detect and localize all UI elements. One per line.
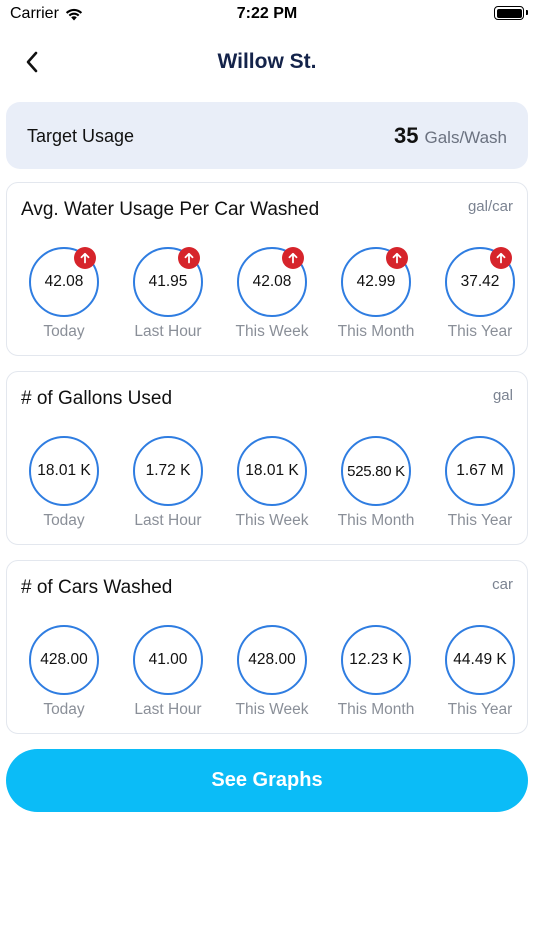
metric-value: 428.00 <box>29 625 99 695</box>
navigation-bar: Willow St. <box>0 40 534 84</box>
metric-period: This Year <box>447 701 513 718</box>
metric-value: 44.49 K <box>445 625 515 695</box>
metric-today[interactable]: 42.08 Today <box>14 247 114 347</box>
metric-period: This Month <box>337 701 415 718</box>
arrow-up-icon <box>178 247 200 269</box>
metric-this-week[interactable]: 428.00 This Week <box>222 625 322 725</box>
metric-last-hour[interactable]: 41.95 Last Hour <box>118 247 218 347</box>
metric-period: This Month <box>337 512 415 529</box>
metric-this-week[interactable]: 42.08 This Week <box>222 247 322 347</box>
carrier-label: Carrier <box>10 5 59 22</box>
wifi-icon <box>65 8 82 20</box>
card-title: # of Gallons Used <box>21 388 173 409</box>
target-usage-value: 35 Gals/Wash <box>394 123 507 149</box>
card-title: # of Cars Washed <box>21 577 173 598</box>
metric-today[interactable]: 18.01 K Today <box>14 436 114 536</box>
metric-period: This Year <box>447 512 513 529</box>
metric-period: Today <box>43 701 85 718</box>
back-button[interactable] <box>18 48 46 76</box>
metric-period: Last Hour <box>134 323 202 340</box>
metric-this-year[interactable]: 37.42 This Year <box>430 247 530 347</box>
metric-this-month[interactable]: 525.80 K This Month <box>326 436 426 536</box>
metric-period: Today <box>43 512 85 529</box>
metric-period: This Month <box>337 323 415 340</box>
card-unit: gal/car <box>467 198 513 215</box>
metric-value: 12.23 K <box>341 625 411 695</box>
metric-value: 1.67 M <box>445 436 515 506</box>
page-title: Willow St. <box>217 50 317 73</box>
target-usage-panel: Target Usage 35 Gals/Wash <box>6 102 528 169</box>
metric-this-year[interactable]: 44.49 K This Year <box>430 625 530 725</box>
metrics-row: 18.01 K Today 1.72 K Last Hour 18.01 K T… <box>7 436 527 536</box>
metric-value: 41.00 <box>133 625 203 695</box>
card-gallons-used: # of Gallons Used gal 18.01 K Today 1.72… <box>6 371 528 545</box>
target-usage-unit: Gals/Wash <box>424 128 507 147</box>
metric-this-month[interactable]: 42.99 This Month <box>326 247 426 347</box>
metric-last-hour[interactable]: 41.00 Last Hour <box>118 625 218 725</box>
metric-value: 525.80 K <box>341 436 411 506</box>
card-avg-water-usage: Avg. Water Usage Per Car Washed gal/car … <box>6 182 528 356</box>
metric-period: Today <box>43 323 85 340</box>
metrics-row: 428.00 Today 41.00 Last Hour 428.00 This… <box>7 625 527 725</box>
metrics-row: 42.08 Today 41.95 Last Hour 42.08 This W… <box>7 247 527 347</box>
target-usage-number: 35 <box>394 123 419 148</box>
metric-value: 41.95 <box>133 247 203 317</box>
target-usage-label: Target Usage <box>27 126 135 146</box>
metric-value: 18.01 K <box>237 436 307 506</box>
status-bar: Carrier 7:22 PM <box>0 0 534 30</box>
metric-value: 428.00 <box>237 625 307 695</box>
metric-today[interactable]: 428.00 Today <box>14 625 114 725</box>
chevron-left-icon <box>26 51 38 73</box>
arrow-up-icon <box>74 247 96 269</box>
card-title: Avg. Water Usage Per Car Washed <box>21 199 320 220</box>
metric-this-year[interactable]: 1.67 M This Year <box>430 436 530 536</box>
metric-value: 42.08 <box>29 247 99 317</box>
metric-period: This Week <box>235 701 309 718</box>
metric-value: 1.72 K <box>133 436 203 506</box>
card-cars-washed: # of Cars Washed car 428.00 Today 41.00 … <box>6 560 528 734</box>
metric-this-week[interactable]: 18.01 K This Week <box>222 436 322 536</box>
metric-this-month[interactable]: 12.23 K This Month <box>326 625 426 725</box>
arrow-up-icon <box>282 247 304 269</box>
metric-period: Last Hour <box>134 701 202 718</box>
carrier: Carrier <box>10 5 83 23</box>
see-graphs-button[interactable]: See Graphs <box>6 749 528 812</box>
status-time: 7:22 PM <box>236 5 298 22</box>
arrow-up-icon <box>490 247 512 269</box>
card-unit: car <box>492 576 513 593</box>
arrow-up-icon <box>386 247 408 269</box>
metric-last-hour[interactable]: 1.72 K Last Hour <box>118 436 218 536</box>
metric-period: This Year <box>447 323 513 340</box>
battery-icon <box>494 6 528 20</box>
metric-period: This Week <box>235 323 309 340</box>
metric-period: Last Hour <box>134 512 202 529</box>
metric-value: 18.01 K <box>29 436 99 506</box>
card-unit: gal <box>492 387 513 404</box>
metric-period: This Week <box>235 512 309 529</box>
